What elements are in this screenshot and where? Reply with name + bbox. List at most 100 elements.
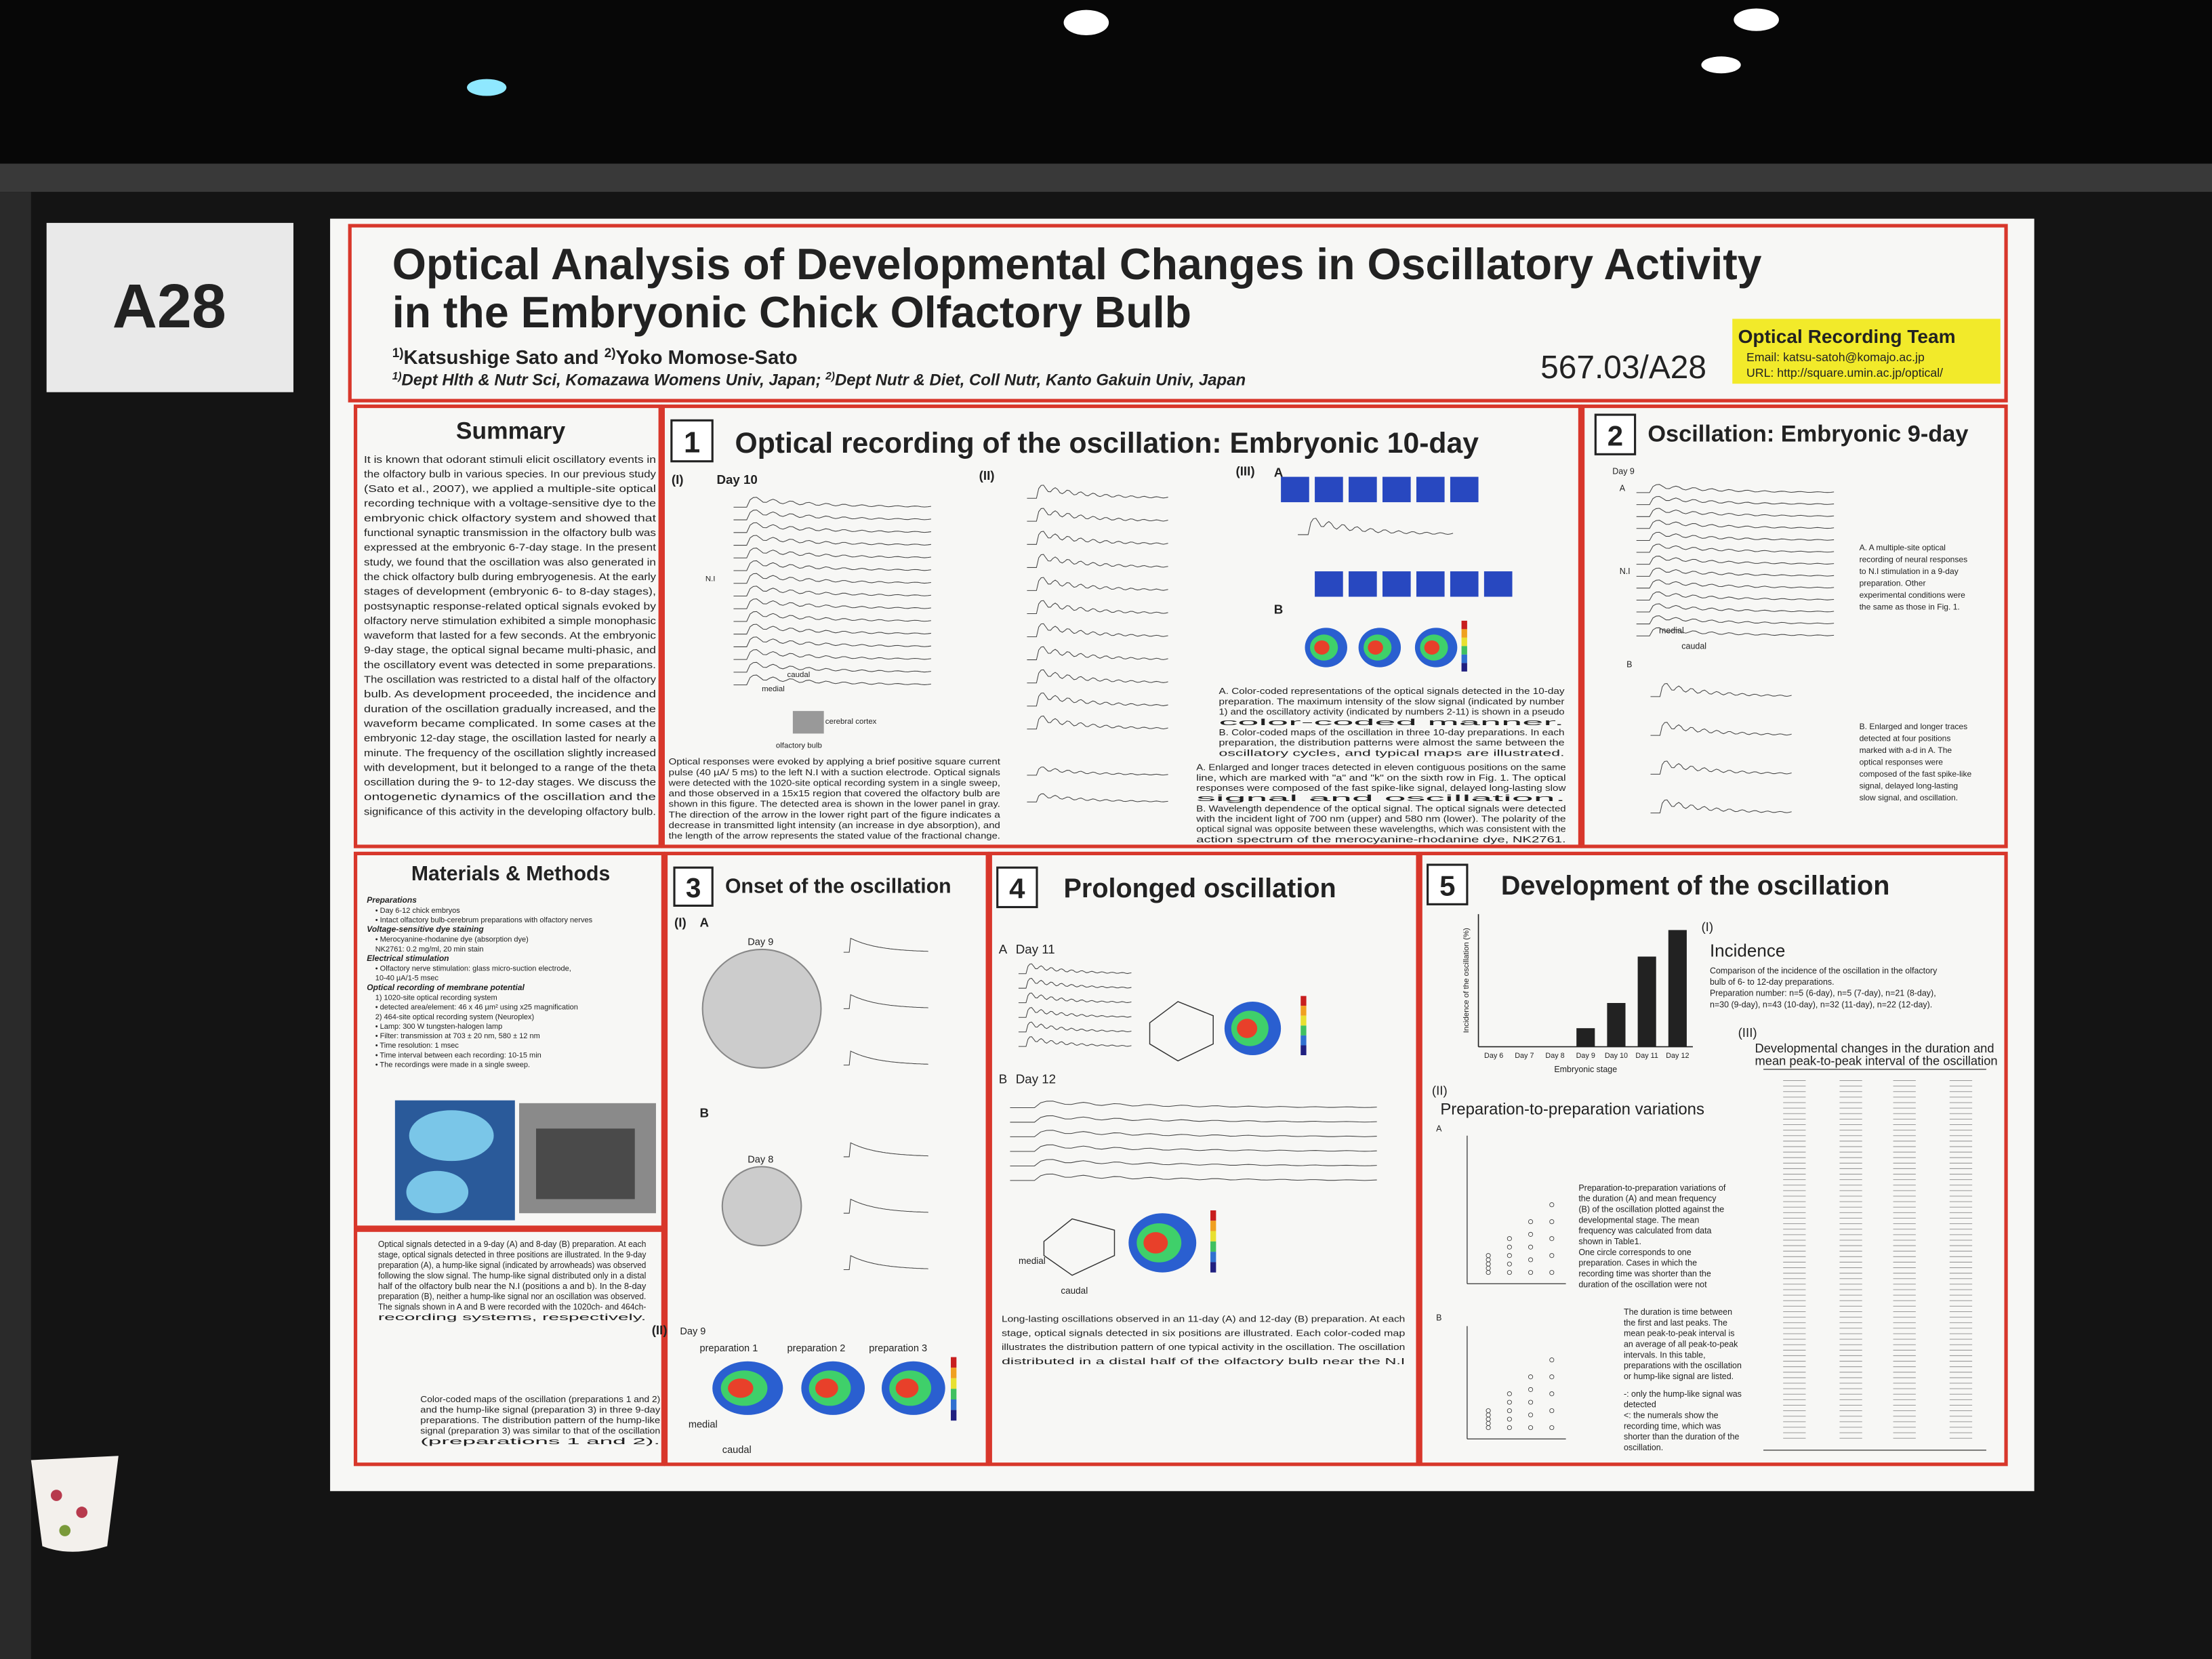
title: Optical Analysis of Developmental Change… [392,240,1762,289]
caption-line: B. Wavelength dependence of the optical … [1196,804,1565,813]
color-bar [951,1410,957,1421]
caption-line: preparations with the oscillation [1624,1361,1742,1370]
caption-line: Optical responses were evoked by applyin… [669,757,1001,766]
map-thumb [1382,571,1411,597]
trace [1027,692,1168,707]
caption-line: preparation. Cases in which the [1578,1258,1697,1268]
method-item: • Day 6-12 chick embryos [375,907,461,915]
photo-equipment [536,1128,635,1200]
trace [733,611,931,622]
map-thumb [1349,476,1377,503]
panel-label: Day 9 [1612,466,1635,476]
trace [1018,1036,1132,1047]
caption-line: developmental stage. The mean [1578,1215,1699,1225]
caption-line: stages of development (embryonic 6- to 8… [364,587,656,598]
map-thumb [1349,571,1377,597]
panel-label: caudal [1061,1286,1088,1296]
section-heading: Onset of the oscillation [725,876,951,898]
color-bar [1210,1221,1216,1231]
caption-line: with development, but it belonged to a r… [363,762,657,773]
color-bar [1300,1035,1307,1046]
x-tick-label: Day 6 [1484,1052,1503,1060]
scatter-point [1528,1399,1534,1405]
caption-line: 1) and the oscillatory activity (indicat… [1219,708,1565,717]
team-box [1732,319,2001,384]
caption-line: half of the olfactory bulb near the N.I … [378,1282,647,1291]
text-line: 1)Katsushige Sato and 2)Yoko Momose-Sato [392,346,798,369]
caption-line: signal and oscillation. [1196,794,1565,803]
trace [1018,992,1132,1004]
section-number: 5 [1439,870,1455,902]
scatter-point [1549,1253,1555,1258]
panel-frame [661,404,1582,848]
caption-line: the chick olfactory bulb during embryoge… [364,572,657,583]
scatter-point [1549,1202,1555,1208]
method-item: • Intact olfactory bulb-cerebrum prepara… [375,916,593,924]
trace [1018,1021,1132,1033]
team-email: Email: katsu-satoh@komajo.ac.jp [1746,350,1925,364]
trace [1027,485,1168,499]
caption-line: illustrates the distribution pattern of … [1002,1342,1405,1352]
caption-line: composed of the fast spike-like [1860,769,1972,779]
x-tick-label: Day 9 [1576,1052,1595,1060]
trace [733,623,931,635]
caption-line: recording technique with a voltage-sensi… [364,499,656,510]
trace [733,636,931,647]
board-frame [0,163,2212,192]
trace [733,586,931,597]
trace [1027,766,1168,776]
caption-line: line, which are marked with "a" and "k" … [1196,773,1565,783]
section-number-box [670,419,714,463]
caption-line: 9-day stage, the optical signal became m… [364,645,656,656]
scatter-point [1507,1261,1512,1267]
caption-line: action spectrum of the merocyanine-rhoda… [1196,835,1565,844]
caption-line: frequency was calculated from data [1578,1226,1711,1235]
caption-line: shown in this figure. The detected area … [669,800,1000,809]
bar [1668,930,1687,1047]
caption-line: shown in Table1. [1578,1237,1641,1246]
caption-line: significance of this activity in the dev… [364,806,656,817]
caption-line: n=30 (9-day), n=43 (10-day), n=32 (11-da… [1710,1000,1932,1009]
trace [1636,591,1835,601]
trace [1636,579,1835,589]
trace [1636,627,1835,636]
panel-label: B [1274,602,1284,617]
color-bar [951,1378,957,1389]
caption-line: an average of all peak-to-peak [1624,1340,1738,1349]
color-bar [1300,1006,1307,1016]
panel-label: B [1626,660,1632,670]
caption-line: detected [1624,1400,1656,1410]
color-bar [951,1368,957,1378]
panel-label: caudal [787,671,811,679]
caption-line: Preparation number: n=5 (6-day), n=5 (7-… [1710,989,1936,998]
scatter-point [1549,1270,1555,1275]
panel-label: B [699,1106,709,1120]
method-item: • detected area/element: 46 x 46 µm² usi… [375,1004,578,1012]
scatter-point [1549,1408,1555,1414]
caption-line: functional synaptic transmission in the … [364,528,656,539]
method-item: 1) 1020-site optical recording system [375,994,497,1002]
caption-line: oscillation during the 9- to 12-day stag… [364,777,656,788]
panel-label: B [1436,1313,1441,1322]
color-bar [1300,1025,1307,1036]
caption-line: It is known that odorant stimuli elicit … [364,455,656,466]
trace [843,1198,928,1214]
method-item: • Time interval between each recording: … [375,1051,541,1059]
panel-label: A [1620,483,1626,493]
scatter-point [1528,1374,1534,1380]
caption-line: the duration (A) and mean frequency [1578,1194,1717,1204]
section-number-box [1594,413,1637,455]
panel-label: medial [689,1420,718,1431]
trace [1018,1007,1132,1018]
panel-label: (I) [1701,920,1713,934]
board-label: A28 [112,272,226,341]
map-thumb [1382,476,1411,503]
panel-label: (I) [672,472,684,487]
caption-line: oscillation. [1624,1443,1663,1452]
text-line: 1)Dept Hlth & Nutr Sci, Komazawa Womens … [392,371,1246,389]
trace [1027,554,1168,568]
scatter-point [1528,1219,1534,1225]
panel-frame [1580,404,2008,848]
caption-line: The oscillation was restricted to a dist… [364,675,657,686]
panel-label: preparation 2 [787,1343,846,1354]
